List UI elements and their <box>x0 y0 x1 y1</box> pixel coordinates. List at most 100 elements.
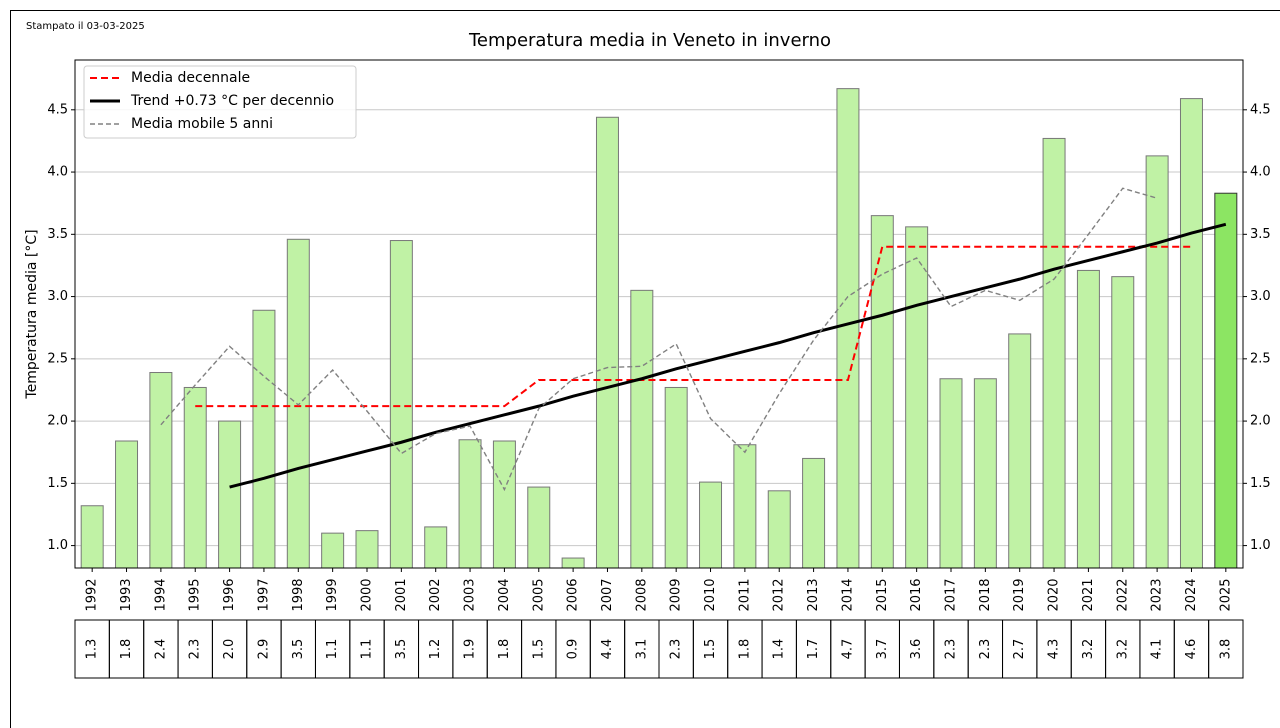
x-tick-label: 2008 <box>634 578 649 611</box>
x-tick-label: 2025 <box>1218 578 1233 611</box>
table-value: 0.9 <box>566 639 581 660</box>
table-value: 2.3 <box>944 639 959 660</box>
x-tick-label: 1997 <box>256 578 271 611</box>
table-value: 1.1 <box>360 639 375 660</box>
bar <box>149 372 173 569</box>
bar <box>183 386 207 569</box>
y-tick-label: 2.0 <box>47 414 68 429</box>
table-value: 4.3 <box>1047 639 1062 660</box>
legend-label: Media decennale <box>131 70 250 86</box>
x-tick-label: 1992 <box>85 578 100 611</box>
x-tick-label: 2015 <box>875 578 890 611</box>
bar <box>939 378 963 569</box>
plot-frame <box>74 59 1244 569</box>
x-tick-label: 2023 <box>1150 578 1165 611</box>
table-value: 2.9 <box>256 639 271 660</box>
table-value: 3.8 <box>1218 639 1233 660</box>
bar <box>1042 137 1066 569</box>
table-value: 1.5 <box>531 639 546 660</box>
table-value: 3.7 <box>875 639 890 660</box>
table-value: 1.9 <box>463 639 478 660</box>
table-value: 4.7 <box>840 639 855 660</box>
line-series <box>195 245 1192 408</box>
bar <box>80 505 104 569</box>
x-tick-label: 1996 <box>222 578 237 611</box>
y2-tick-label: 3.0 <box>1250 289 1271 304</box>
bar <box>1111 276 1135 569</box>
bar <box>802 457 826 569</box>
y-tick-label: 1.5 <box>47 476 68 491</box>
y-tick-label: 3.5 <box>47 227 68 242</box>
bar <box>355 530 379 569</box>
x-tick-label: 2016 <box>909 578 924 611</box>
table-value: 3.2 <box>1081 639 1096 660</box>
x-tick-label: 2010 <box>703 578 718 611</box>
table-value: 1.3 <box>85 639 100 660</box>
bar <box>115 440 139 569</box>
bar <box>1008 333 1032 569</box>
bar <box>321 532 345 569</box>
x-tick-label: 1993 <box>119 578 134 611</box>
bar <box>699 481 723 569</box>
legend-label: Media mobile 5 anni <box>131 116 273 132</box>
bar <box>1179 98 1203 569</box>
x-tick-label: 2022 <box>1115 578 1130 611</box>
x-tick-label: 2003 <box>463 578 478 611</box>
y-tick-label: 1.0 <box>47 538 68 553</box>
table-cell <box>1208 619 1244 679</box>
table-value: 1.8 <box>737 639 752 660</box>
x-tick-label: 2013 <box>806 578 821 611</box>
y-tick-label: 2.5 <box>47 351 68 366</box>
table-value: 3.1 <box>634 639 649 660</box>
bar <box>561 557 585 569</box>
x-tick-label: 2020 <box>1047 578 1062 611</box>
x-tick-label: 1995 <box>188 578 203 611</box>
bar <box>905 226 929 569</box>
bar <box>286 238 310 569</box>
table-value: 1.7 <box>806 639 821 660</box>
bar <box>458 439 482 569</box>
y2-tick-label: 4.0 <box>1250 165 1271 180</box>
y2-tick-label: 1.5 <box>1250 476 1271 491</box>
table-value: 1.5 <box>703 639 718 660</box>
chart-title: Temperatura media in Veneto in inverno <box>468 30 831 51</box>
bar <box>836 88 860 569</box>
bar <box>630 289 654 569</box>
bar <box>492 440 516 569</box>
y2-tick-label: 4.5 <box>1250 102 1271 117</box>
bar <box>218 420 242 569</box>
x-tick-label: 2002 <box>428 578 443 611</box>
bar <box>973 378 997 569</box>
bar <box>389 240 413 569</box>
table-value: 2.7 <box>1012 639 1027 660</box>
x-tick-label: 2021 <box>1081 578 1096 611</box>
line-series <box>160 187 1158 492</box>
legend-box <box>83 65 357 139</box>
table-value: 1.8 <box>497 639 512 660</box>
y2-tick-label: 2.5 <box>1250 351 1271 366</box>
table-value: 4.1 <box>1150 639 1165 660</box>
table-value: 3.5 <box>291 639 306 660</box>
x-tick-label: 1999 <box>325 578 340 611</box>
table-value: 3.2 <box>1115 639 1130 660</box>
bar <box>664 386 688 569</box>
legend-label: Trend +0.73 °C per decennio <box>130 93 334 109</box>
x-tick-label: 2017 <box>944 578 959 611</box>
y-tick-label: 4.5 <box>47 102 68 117</box>
bar <box>733 444 757 569</box>
bar <box>1076 269 1100 569</box>
table-value: 2.4 <box>153 639 168 660</box>
table-value: 1.8 <box>119 639 134 660</box>
x-tick-label: 1994 <box>153 578 168 611</box>
y-tick-label: 3.0 <box>47 289 68 304</box>
x-tick-label: 2001 <box>394 578 409 611</box>
x-tick-label: 2018 <box>978 578 993 611</box>
table-value: 2.3 <box>669 639 684 660</box>
table-value: 3.5 <box>394 639 409 660</box>
x-tick-label: 2004 <box>497 578 512 611</box>
x-tick-label: 2006 <box>566 578 581 611</box>
x-tick-label: 1998 <box>291 578 306 611</box>
frame <box>10 10 1280 728</box>
bar <box>870 215 894 569</box>
